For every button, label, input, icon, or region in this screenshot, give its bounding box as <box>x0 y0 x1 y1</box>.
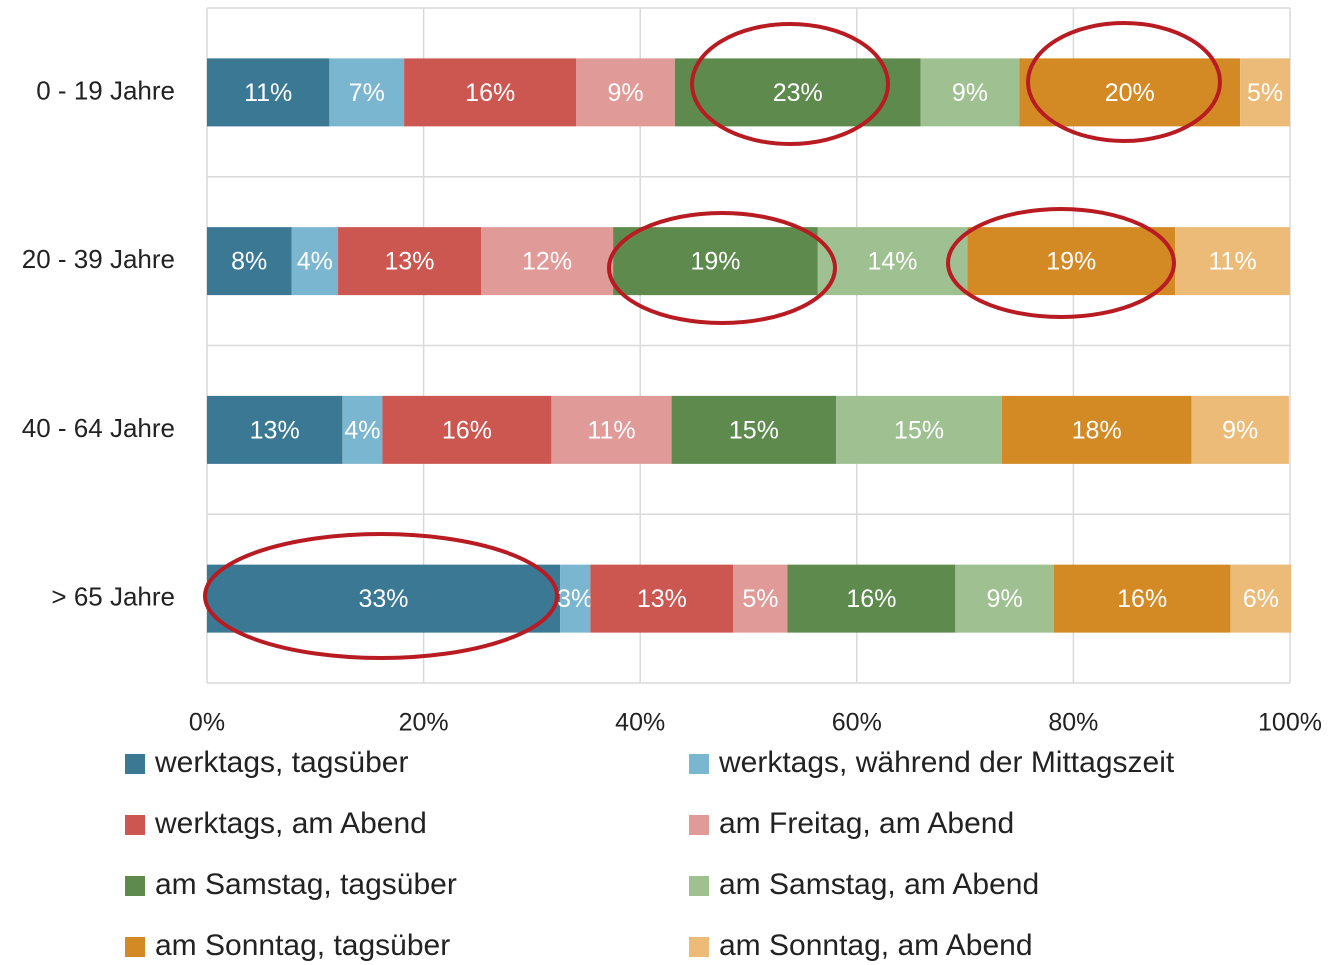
highlight-ellipse <box>946 207 1176 319</box>
bar-segment <box>404 58 577 127</box>
bar-segment <box>560 564 591 633</box>
data-label: 18% <box>1072 416 1122 444</box>
bar-segment <box>382 395 552 464</box>
data-label: 5% <box>742 585 778 613</box>
x-tick-label: 0% <box>189 709 225 737</box>
bar-segment <box>1240 58 1290 127</box>
data-label: 13% <box>637 585 687 613</box>
data-label: 9% <box>608 79 644 107</box>
x-tick-label: 80% <box>1048 709 1098 737</box>
highlight-ellipse <box>203 532 559 660</box>
bar-segment <box>1175 227 1290 296</box>
bar-segment <box>342 395 383 464</box>
legend-label: am Sonntag, am Abend <box>719 929 1033 962</box>
bar-segment <box>551 395 672 464</box>
y-tick-label: > 65 Jahre <box>51 582 175 612</box>
data-label: 16% <box>1117 585 1167 613</box>
bar-segment <box>1053 564 1231 633</box>
data-label: 16% <box>465 79 515 107</box>
bar-segment <box>836 395 1002 464</box>
legend-swatch <box>689 754 709 774</box>
data-label: 11% <box>1209 248 1257 276</box>
bar-segment <box>967 227 1176 296</box>
bar-segment <box>674 58 921 127</box>
data-label: 4% <box>297 248 333 276</box>
data-label: 15% <box>894 416 944 444</box>
legend-swatch <box>689 937 709 957</box>
legend-label: am Freitag, am Abend <box>719 807 1014 840</box>
data-label: 8% <box>231 248 267 276</box>
data-label: 7% <box>349 79 385 107</box>
data-label: 20% <box>1105 79 1155 107</box>
bar-segment <box>1001 395 1192 464</box>
legend-label: werktags, am Abend <box>154 807 427 840</box>
data-label: 33% <box>359 585 409 613</box>
bar-segment <box>671 395 837 464</box>
legend-label: am Samstag, am Abend <box>719 868 1039 901</box>
x-tick-label: 100% <box>1258 709 1322 737</box>
legend-swatch <box>689 815 709 835</box>
bar-segment <box>817 227 968 296</box>
bar-segment <box>207 227 292 296</box>
bar-segment <box>207 564 561 633</box>
data-label: 13% <box>250 416 300 444</box>
data-label: 4% <box>344 416 380 444</box>
bar-segment <box>733 564 788 633</box>
x-tick-label: 60% <box>832 709 882 737</box>
data-label: 9% <box>987 585 1023 613</box>
data-label: 11% <box>244 79 292 107</box>
bar-segment <box>1230 564 1292 633</box>
data-label: 23% <box>773 79 823 107</box>
legend-label: werktags, während der Mittagszeit <box>718 746 1175 779</box>
data-label: 13% <box>384 248 434 276</box>
legend-swatch <box>689 876 709 896</box>
highlight-ellipse <box>607 211 837 325</box>
data-label: 15% <box>729 416 779 444</box>
data-label: 9% <box>952 79 988 107</box>
legend-label: am Samstag, tagsüber <box>155 868 457 901</box>
data-label: 16% <box>846 585 896 613</box>
x-tick-label: 20% <box>399 709 449 737</box>
data-label: 19% <box>690 248 740 276</box>
data-label: 11% <box>587 416 635 444</box>
data-label: 19% <box>1046 248 1096 276</box>
bar-segment <box>590 564 734 633</box>
bar-segment <box>480 227 614 296</box>
data-label: 9% <box>1222 416 1258 444</box>
y-tick-label: 0 - 19 Jahre <box>36 75 175 105</box>
annotations <box>203 21 1222 660</box>
bar-segment <box>920 58 1020 127</box>
legend-label: werktags, tagsüber <box>154 746 408 779</box>
bar-segment <box>329 58 405 127</box>
bar-segment <box>787 564 956 633</box>
legend-swatch <box>125 876 145 896</box>
legend-label: am Sonntag, tagsüber <box>155 929 450 962</box>
data-label: 12% <box>522 248 572 276</box>
bar-segment <box>1191 395 1289 464</box>
y-tick-label: 40 - 64 Jahre <box>22 413 175 443</box>
bar-segment <box>207 395 343 464</box>
y-tick-label: 20 - 39 Jahre <box>22 244 175 274</box>
bar-segment <box>291 227 339 296</box>
highlight-ellipse <box>690 22 890 146</box>
plot-area: 0% 20% 40% 60% 80% 100% 0 - 19 Jahre 11% 7% 16% 9%… <box>22 7 1322 962</box>
x-tick-label: 40% <box>615 709 665 737</box>
data-label: 5% <box>1247 79 1283 107</box>
data-label: 16% <box>442 416 492 444</box>
bar-segment <box>576 58 675 127</box>
legend-swatch <box>125 937 145 957</box>
legend-swatch <box>125 754 145 774</box>
bar-segment <box>338 227 481 296</box>
legend-swatch <box>125 815 145 835</box>
data-label: 14% <box>868 248 918 276</box>
bar-segment <box>207 58 330 127</box>
data-label: 6% <box>1243 585 1279 613</box>
bar-segment <box>613 227 818 296</box>
bar-segment <box>955 564 1054 633</box>
highlight-ellipse <box>1026 21 1222 143</box>
data-label: 3% <box>557 585 593 613</box>
